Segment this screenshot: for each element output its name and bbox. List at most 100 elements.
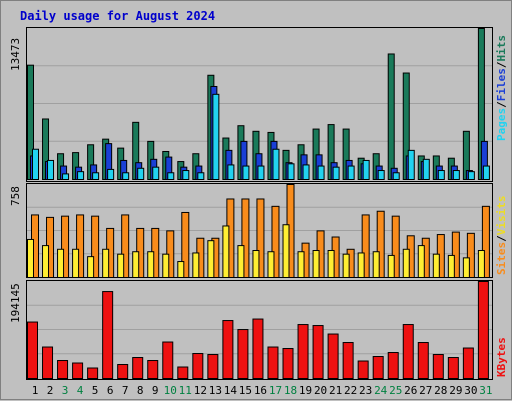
sites-bar bbox=[357, 252, 365, 279]
day-label: 1 bbox=[32, 384, 39, 397]
kbytes-bar bbox=[27, 321, 38, 380]
sites-bar bbox=[267, 251, 275, 279]
visits-bar bbox=[91, 215, 100, 279]
kbytes-bar bbox=[447, 357, 459, 380]
sites-bar bbox=[192, 252, 200, 279]
pages-bar bbox=[242, 165, 250, 180]
pages-bar bbox=[47, 159, 55, 181]
visits-bar bbox=[481, 205, 490, 278]
sites-bar bbox=[207, 240, 215, 278]
kbytes-bar bbox=[312, 325, 324, 379]
visits-bar bbox=[451, 231, 460, 278]
pages-bar bbox=[197, 172, 205, 180]
kbytes-bar bbox=[102, 291, 114, 379]
day-label: 15 bbox=[239, 384, 252, 397]
sites-bar bbox=[297, 251, 305, 279]
sites-bar bbox=[87, 256, 95, 279]
visits-bar bbox=[121, 214, 130, 279]
sites-bar bbox=[312, 250, 320, 279]
pages-bar bbox=[107, 168, 115, 181]
sites-bar bbox=[402, 248, 410, 279]
day-label: 21 bbox=[329, 384, 342, 397]
kbytes-bar bbox=[72, 362, 84, 379]
kbytes-bar bbox=[117, 364, 129, 380]
visits-bar bbox=[466, 232, 475, 278]
day-label: 7 bbox=[122, 384, 129, 397]
day-label: 5 bbox=[92, 384, 99, 397]
pages-bar bbox=[137, 167, 145, 181]
pages-bar bbox=[482, 165, 490, 180]
pages-bar bbox=[377, 170, 385, 181]
legend-pages: Pages bbox=[495, 107, 508, 141]
top-legend: Pages/Files/Hits bbox=[495, 35, 508, 141]
visits-bar bbox=[361, 214, 370, 279]
day-label: 13 bbox=[209, 384, 222, 397]
pages-bar bbox=[407, 149, 415, 181]
day-label: 24 bbox=[374, 384, 388, 397]
visits-bar bbox=[271, 205, 280, 278]
pages-bar bbox=[332, 166, 340, 181]
legend-sites: Sites bbox=[495, 241, 508, 275]
middle-legend: Sites/Visits bbox=[495, 195, 508, 276]
sites-bar bbox=[117, 253, 125, 279]
pages-bar bbox=[302, 164, 310, 180]
sites-bar bbox=[42, 245, 50, 279]
kbytes-bar bbox=[432, 354, 444, 379]
sites-bar bbox=[252, 250, 260, 279]
pages-bar bbox=[92, 172, 100, 180]
pages-bar bbox=[152, 166, 160, 181]
visits-bar bbox=[391, 215, 400, 279]
visits-bar bbox=[256, 198, 265, 278]
sites-bar bbox=[147, 251, 155, 279]
kbytes-bar bbox=[162, 341, 174, 379]
day-label: 2 bbox=[47, 384, 54, 397]
pages-bar bbox=[227, 164, 235, 180]
chart-title: Daily usage for August 2024 bbox=[20, 9, 216, 23]
top-panel-max-label: 13473 bbox=[9, 37, 22, 71]
pages-bar bbox=[347, 165, 355, 180]
sites-bar bbox=[477, 250, 485, 279]
day-label: 19 bbox=[299, 384, 312, 397]
kbytes-bar bbox=[372, 356, 384, 379]
kbytes-bar bbox=[402, 324, 414, 380]
pages-bar bbox=[272, 148, 280, 180]
day-label: 10 bbox=[164, 384, 177, 397]
pages-bar bbox=[77, 171, 85, 180]
sites-bar bbox=[417, 245, 425, 279]
day-label: 12 bbox=[194, 384, 207, 397]
kbytes-bar bbox=[87, 367, 99, 380]
kbytes-bar bbox=[417, 342, 429, 379]
kbytes-bar bbox=[462, 347, 474, 379]
day-label: 27 bbox=[419, 384, 432, 397]
day-label: 16 bbox=[254, 384, 267, 397]
kbytes-bar bbox=[222, 320, 234, 379]
sites-bar bbox=[72, 248, 80, 279]
kbytes-bar bbox=[327, 333, 339, 379]
day-label: 3 bbox=[62, 384, 69, 397]
pages-bar bbox=[62, 173, 70, 180]
kbytes-bar bbox=[297, 324, 309, 380]
sites-bar bbox=[447, 254, 455, 279]
visits-bar bbox=[181, 211, 190, 278]
legend-files: Files bbox=[495, 68, 508, 102]
day-label: 28 bbox=[434, 384, 447, 397]
day-label: 9 bbox=[152, 384, 159, 397]
kbytes-bar bbox=[357, 360, 369, 379]
day-label: 30 bbox=[464, 384, 477, 397]
pages-bar bbox=[32, 148, 39, 180]
sites-bar bbox=[432, 253, 440, 279]
pages-bar bbox=[392, 172, 400, 180]
pages-bar bbox=[317, 165, 325, 180]
pages-bar bbox=[212, 93, 220, 180]
legend-kbytes: KBytes bbox=[495, 337, 508, 377]
sites-bar bbox=[327, 250, 335, 279]
pages-bar bbox=[122, 172, 130, 180]
day-label: 11 bbox=[179, 384, 192, 397]
day-label: 26 bbox=[404, 384, 417, 397]
kbytes-bar bbox=[207, 354, 219, 379]
day-label: 18 bbox=[284, 384, 297, 397]
sites-bar bbox=[282, 224, 290, 278]
sites-bar bbox=[237, 245, 245, 279]
pages-bar bbox=[422, 158, 430, 181]
